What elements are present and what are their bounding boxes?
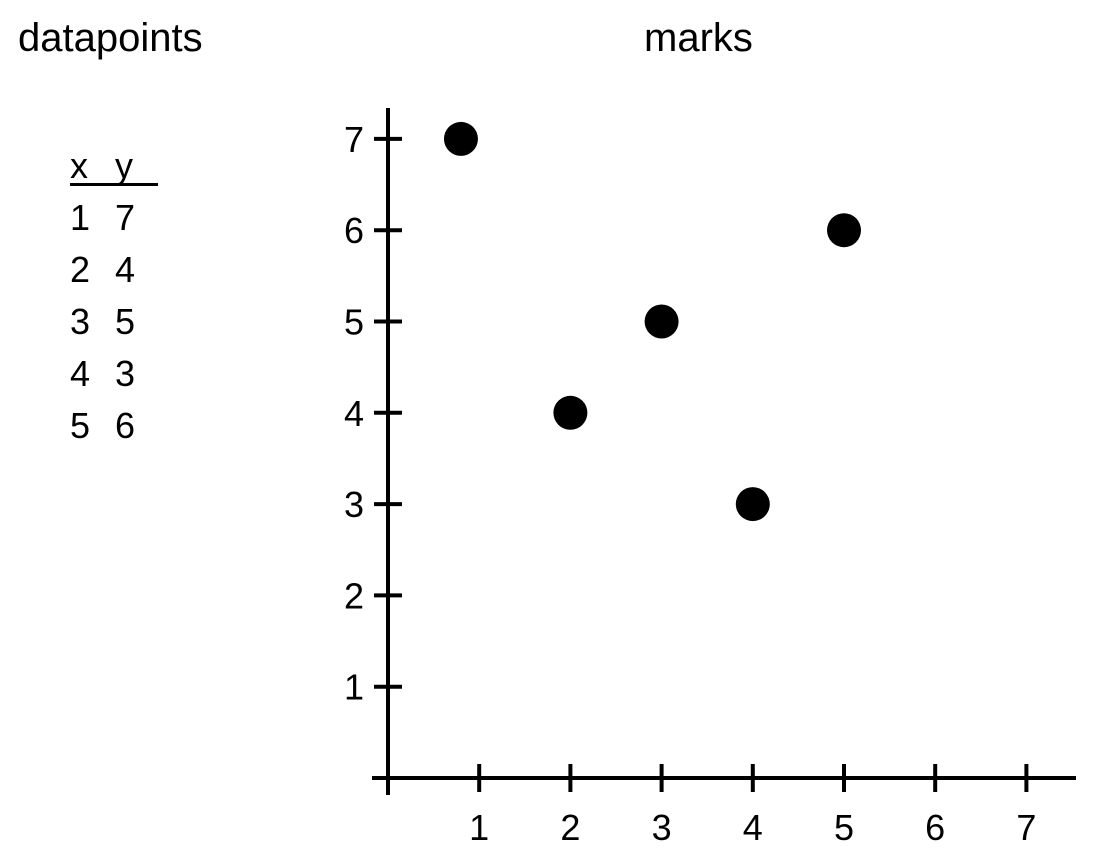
table-cell-y: 3 (115, 353, 136, 394)
table-title: datapoints (18, 16, 203, 60)
table-cell-y: 5 (115, 301, 136, 342)
y-tick-label: 7 (344, 119, 364, 160)
table-cell-x: 4 (70, 353, 91, 394)
y-tick-label: 4 (344, 393, 364, 434)
chart-title: marks (644, 16, 753, 60)
table-cell-x: 2 (70, 249, 91, 290)
data-point (443, 121, 478, 156)
x-tick-label: 3 (652, 807, 672, 848)
y-tick-label: 3 (344, 484, 364, 525)
data-point (553, 395, 588, 430)
table-cell-y: 4 (115, 249, 136, 290)
y-tick-label: 6 (344, 210, 364, 251)
x-tick-label: 7 (1016, 807, 1036, 848)
data-point (827, 213, 861, 248)
table-cell-y: 7 (115, 197, 136, 238)
data-points (443, 121, 861, 522)
data-point (735, 487, 770, 522)
x-tick-label: 4 (743, 807, 763, 848)
tick-marks (374, 136, 1029, 792)
data-point (644, 304, 679, 339)
x-tick-label: 1 (469, 807, 489, 848)
table-cell-x: 5 (70, 405, 91, 446)
table-header-rule (70, 183, 158, 186)
x-tick-label: 6 (925, 807, 945, 848)
table-cell-x: 1 (70, 197, 91, 238)
table-header-y: y (115, 145, 133, 186)
tick-labels: 1 2 3 4 5 6 7 1 2 3 4 5 6 7 (344, 119, 1036, 848)
table-cell-x: 3 (70, 301, 91, 342)
table-cell-y: 6 (115, 405, 136, 446)
axes (372, 108, 1076, 795)
x-tick-label: 2 (560, 807, 580, 848)
y-tick-label: 1 (344, 667, 364, 708)
table-header-row: x y (70, 140, 160, 192)
x-tick-label: 5 (834, 807, 854, 848)
y-tick-label: 5 (344, 302, 364, 343)
y-tick-label: 2 (344, 575, 364, 616)
table-header-x: x (70, 145, 88, 186)
